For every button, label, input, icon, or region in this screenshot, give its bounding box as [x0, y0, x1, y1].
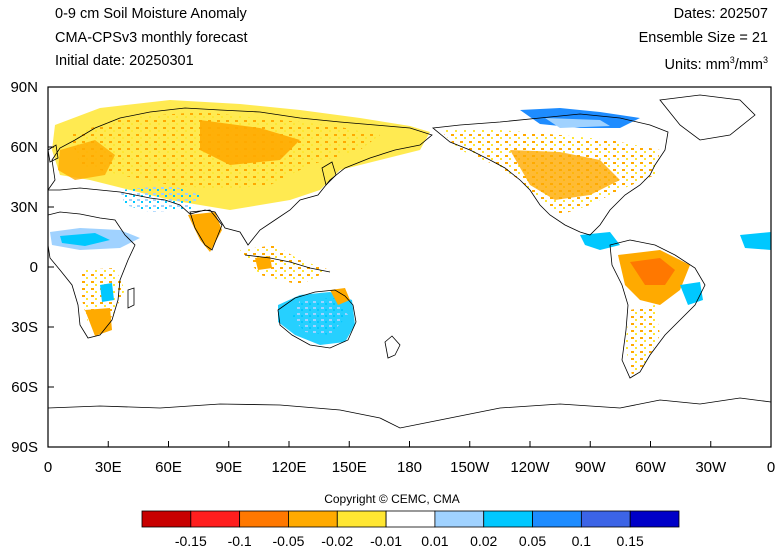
lon-label: 0 — [44, 459, 52, 476]
lat-label: 90N — [10, 79, 38, 96]
anomaly-fill-amazon-core — [630, 258, 675, 285]
lat-label: 60N — [10, 139, 38, 156]
anomaly-fill-australia-wet-light — [292, 298, 348, 335]
lon-label: 30W — [695, 459, 727, 476]
lon-label: 90E — [215, 459, 242, 476]
lon-label: 90W — [575, 459, 607, 476]
colorbar-label: -0.01 — [370, 533, 402, 549]
initial-date: Initial date: 20250301 — [55, 53, 194, 69]
colorbar-box — [239, 510, 289, 528]
colorbar-box — [336, 510, 387, 528]
colorbar-label: -0.1 — [228, 533, 252, 549]
units-prefix: Units: mm — [664, 56, 730, 73]
colorbar-labels: -0.15 -0.1 -0.05 -0.02 -0.01 0.01 0.02 0.05 0.1 0… — [175, 533, 644, 549]
colorbar-box — [629, 510, 680, 528]
anomaly-fill-indonesia — [255, 256, 272, 270]
anomaly-fill-africa-east-wet — [100, 283, 114, 302]
colorbar-boxes — [141, 510, 680, 528]
lat-label: 90S — [11, 439, 38, 456]
colorbar-box — [385, 510, 436, 528]
copyright: Copyright © CEMC, CMA — [324, 492, 460, 506]
lon-label: 150W — [450, 459, 490, 476]
anomaly-fill-w-africa-wet — [740, 232, 771, 250]
colorbar-label: 0.02 — [470, 533, 497, 549]
lat-label: 30N — [10, 199, 38, 216]
coastline-n-america — [432, 113, 669, 236]
anomaly-fill-canada-arctic-wet — [520, 108, 640, 128]
lon-label: 0 — [767, 459, 775, 476]
coastline-japan — [321, 161, 337, 186]
anomaly-fill-n-america-core — [510, 150, 620, 200]
dates-label: Dates: 202507 — [673, 6, 768, 22]
model-subtitle: CMA-CPSv3 monthly forecast — [55, 30, 248, 46]
lat-label: 30S — [11, 319, 38, 336]
units-exp-1: 3 — [729, 55, 735, 65]
coastline-india — [189, 209, 223, 251]
colorbar-label: -0.05 — [272, 533, 304, 549]
colorbar-label: 0.05 — [519, 533, 546, 549]
lat-label: 0 — [30, 259, 38, 276]
anomaly-fills — [50, 100, 771, 375]
coastline-africa — [48, 211, 136, 339]
longitude-axis: 0 30E 60E 90E 120E 150E 180 150W 120W 90W 60W 30W 0 — [44, 441, 775, 476]
lon-label: 150E — [332, 459, 367, 476]
coastline-greenland — [659, 94, 756, 141]
coastline-new-zealand — [384, 335, 401, 359]
coastline-madagascar — [127, 287, 135, 309]
lon-label: 60E — [155, 459, 182, 476]
latitude-axis: 90N 60N 30N 0 30S 60S 90S — [10, 79, 54, 456]
coastline-antarctica — [48, 397, 771, 429]
anomaly-fill-brazil-east-wet — [680, 282, 703, 305]
coastline-eurasia — [48, 107, 433, 246]
colorbar-label: 0.01 — [421, 533, 448, 549]
units-mid: /mm — [734, 56, 763, 73]
colorbar-label: -0.15 — [175, 533, 207, 549]
units-exp-2: 3 — [762, 55, 768, 65]
anomaly-fill-s-america-south — [625, 305, 660, 375]
lon-label: 120W — [510, 459, 550, 476]
colorbar-box — [483, 510, 533, 528]
colorbar-label: 0.15 — [617, 533, 644, 549]
colorbar-box — [190, 510, 241, 528]
colorbar-box — [434, 510, 485, 528]
anomaly-fill-russia — [200, 120, 300, 165]
colorbar-box — [141, 510, 192, 528]
lon-label: 120E — [271, 459, 306, 476]
colorbar-box — [580, 510, 631, 528]
colorbar-box — [288, 510, 338, 528]
anomaly-fill-europe — [58, 140, 115, 180]
ensemble-size-label: Ensemble Size = 21 — [638, 30, 768, 46]
coastline-australia — [277, 289, 357, 349]
coastlines — [48, 94, 771, 429]
colorbar-label: -0.02 — [321, 533, 353, 549]
anomaly-fill-canada-arctic-light — [545, 118, 610, 128]
coastline-s-america — [609, 239, 706, 379]
anomaly-fill-se-asia — [240, 245, 330, 285]
colorbar-label: 0.1 — [572, 533, 592, 549]
lon-label: 180 — [397, 459, 422, 476]
lat-label: 60S — [11, 379, 38, 396]
anomaly-fill-india — [188, 212, 222, 252]
lon-label: 30E — [95, 459, 122, 476]
title: 0-9 cm Soil Moisture Anomaly — [55, 6, 247, 22]
lon-label: 60W — [635, 459, 667, 476]
coastline-indonesia — [244, 254, 331, 273]
anomaly-fill-australia-ne — [330, 288, 350, 305]
colorbar-box — [532, 510, 582, 528]
units-label: Units: mm3/mm3 — [665, 55, 768, 73]
anomaly-fill-sahel-wet-core — [60, 233, 110, 246]
